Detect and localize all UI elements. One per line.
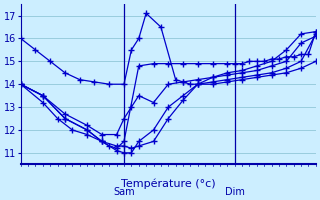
Text: Sam: Sam [113, 187, 135, 197]
Text: Dim: Dim [225, 187, 244, 197]
X-axis label: Température (°c): Température (°c) [121, 178, 216, 189]
